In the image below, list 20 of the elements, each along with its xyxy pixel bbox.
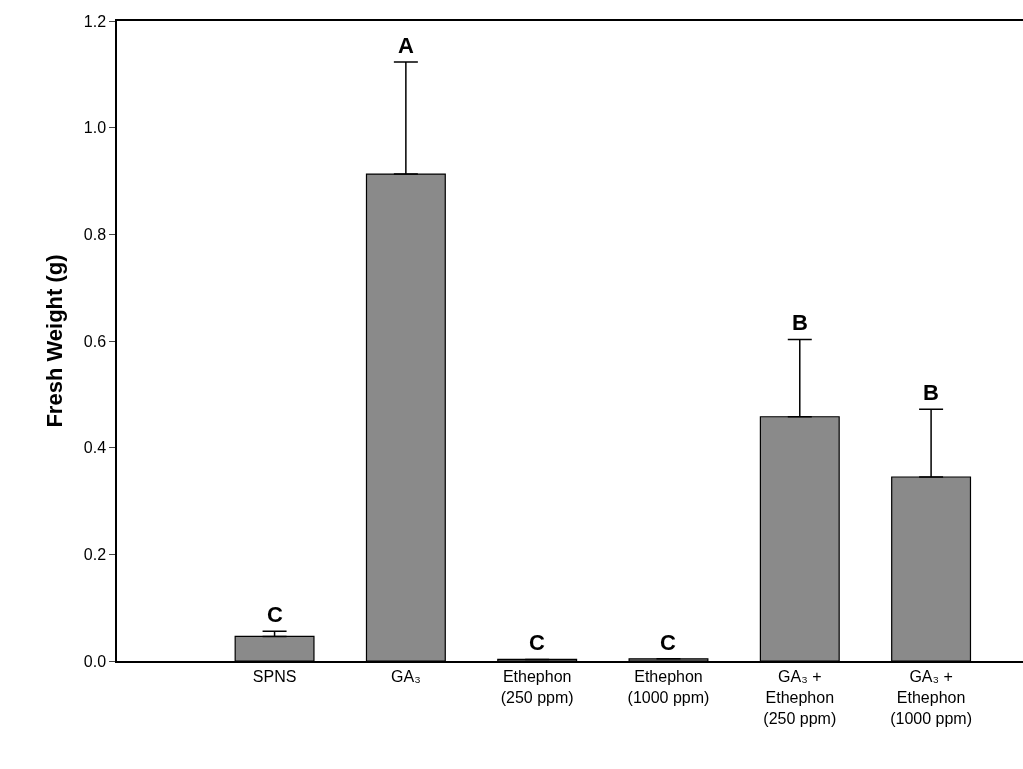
- annotation: A: [398, 33, 414, 58]
- y-axis-title: Fresh Weight (g): [42, 254, 68, 428]
- annotation: B: [923, 380, 939, 405]
- x-tick-label: GA₃ + Ethephon (1000 ppm): [890, 667, 972, 727]
- annotation: C: [267, 602, 283, 627]
- y-tick-label: 0.8: [83, 225, 107, 243]
- annotation: C: [660, 630, 676, 655]
- y-tick-label: 0.4: [83, 439, 107, 457]
- annotation: C: [529, 630, 545, 655]
- x-tick-label: GA₃: [391, 667, 421, 685]
- x-tick-label: Ethephon (1000 ppm): [627, 667, 710, 706]
- y-tick-label: 0.0: [83, 652, 107, 670]
- x-tick-label: Ethephon (250 ppm): [500, 667, 574, 706]
- x-tick-label: SPNS: [252, 667, 297, 685]
- y-tick-label: 1.0: [83, 119, 107, 137]
- y-tick-label: 0.2: [83, 545, 107, 563]
- y-tick-label: 1.2: [83, 12, 107, 30]
- annotation: B: [792, 310, 808, 335]
- x-tick-label: GA₃ + Ethephon (250 ppm): [763, 667, 837, 727]
- y-tick-label: 0.6: [83, 332, 107, 350]
